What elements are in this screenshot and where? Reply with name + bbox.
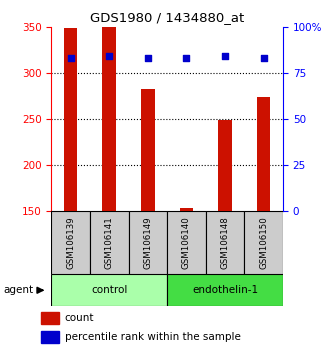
Text: agent: agent bbox=[3, 285, 33, 295]
Text: count: count bbox=[65, 313, 94, 323]
Bar bbox=[141, 89, 155, 211]
Text: GSM106150: GSM106150 bbox=[259, 216, 268, 269]
Bar bbox=[41, 312, 59, 324]
Text: GSM106139: GSM106139 bbox=[66, 216, 75, 269]
Point bbox=[222, 53, 228, 59]
Text: GSM106140: GSM106140 bbox=[182, 216, 191, 269]
Text: control: control bbox=[91, 285, 127, 295]
Bar bbox=[64, 28, 77, 211]
Bar bbox=[90, 211, 128, 274]
Bar bbox=[41, 331, 59, 343]
Point bbox=[107, 53, 112, 59]
Bar bbox=[128, 211, 167, 274]
Text: GDS1980 / 1434880_at: GDS1980 / 1434880_at bbox=[90, 11, 244, 24]
Text: percentile rank within the sample: percentile rank within the sample bbox=[65, 332, 240, 342]
Bar bbox=[51, 211, 90, 274]
Bar bbox=[167, 274, 283, 306]
Text: endothelin-1: endothelin-1 bbox=[192, 285, 258, 295]
Text: GSM106148: GSM106148 bbox=[220, 216, 230, 269]
Bar bbox=[257, 97, 270, 211]
Point bbox=[145, 55, 151, 61]
Point bbox=[184, 55, 189, 61]
Bar bbox=[244, 211, 283, 274]
Bar bbox=[206, 211, 244, 274]
Point bbox=[68, 55, 73, 61]
Bar bbox=[167, 211, 206, 274]
Bar bbox=[180, 208, 193, 211]
Text: GSM106141: GSM106141 bbox=[105, 216, 114, 269]
Bar bbox=[218, 120, 232, 211]
Text: GSM106149: GSM106149 bbox=[143, 216, 152, 269]
Bar bbox=[51, 274, 167, 306]
Bar bbox=[103, 27, 116, 211]
Point bbox=[261, 55, 266, 61]
